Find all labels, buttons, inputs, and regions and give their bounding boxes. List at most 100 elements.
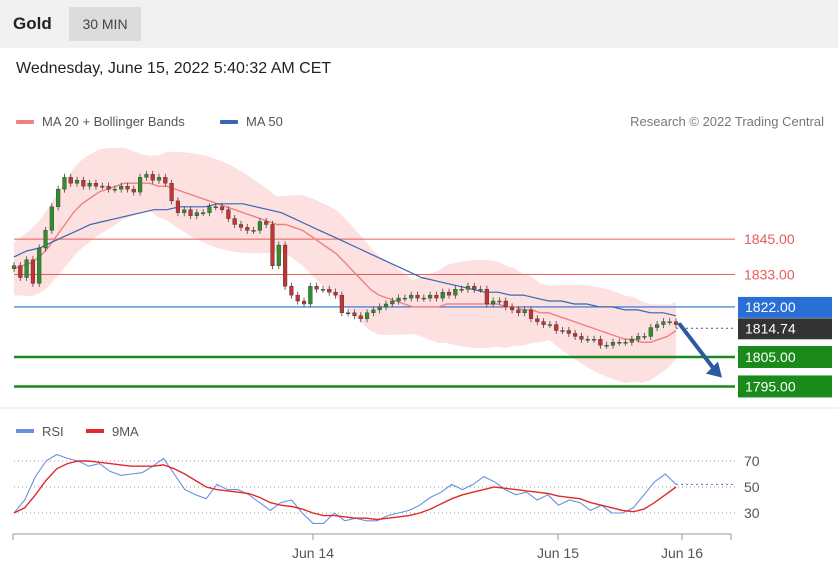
candle-body (301, 300, 307, 305)
candle-body (87, 183, 92, 187)
candle-body (276, 244, 281, 266)
forecast-arrow-shaft (678, 322, 718, 374)
candle-body (459, 289, 464, 291)
x-axis-label: Jun 14 (292, 545, 334, 561)
candle-body (43, 230, 48, 249)
rsi-line (13, 453, 677, 524)
candle-body (409, 294, 414, 299)
candle-body (188, 209, 193, 216)
candle-body (648, 327, 653, 337)
candle-body (390, 300, 395, 305)
candle-body (62, 177, 67, 190)
candle-body (522, 309, 527, 314)
candle-body (472, 286, 477, 290)
candle-body (371, 309, 376, 314)
candle-body (497, 300, 502, 303)
candle-body (421, 297, 426, 300)
candle-body (125, 185, 130, 190)
rsi-ma-line (13, 460, 677, 521)
candle-body (327, 289, 332, 293)
candle-body (295, 294, 300, 302)
candle-body (232, 218, 237, 225)
forecast-arrow-head (706, 361, 722, 378)
last-price-label: 1814.74 (745, 320, 796, 336)
candle-body (579, 336, 584, 340)
candle-body (219, 206, 225, 210)
candle-body (201, 212, 206, 214)
candle-body (49, 206, 54, 231)
bollinger-bands-area (14, 147, 676, 383)
resistance-label: 1833.00 (744, 267, 795, 283)
candle-body (566, 330, 571, 334)
legend-ma20: MA 20 + Bollinger Bands (16, 114, 185, 129)
candle-body (402, 297, 407, 300)
candle-body (604, 345, 609, 347)
rsi-ma-legend-swatch (86, 429, 104, 433)
chart-header: Gold 30 MIN (0, 0, 838, 48)
candle-body (364, 312, 370, 319)
candle-body (238, 224, 244, 228)
candle-body (81, 180, 86, 187)
x-axis-label: Jun 15 (537, 545, 579, 561)
candle-body (440, 291, 445, 299)
candle-body (655, 324, 660, 328)
candle-body (24, 259, 29, 278)
candle-body (74, 180, 80, 184)
support-label-box (738, 375, 832, 398)
candle-body (528, 309, 534, 319)
candle-body (207, 206, 212, 213)
candle-body (314, 286, 319, 290)
candle-body (591, 339, 597, 341)
candle-body (106, 185, 111, 190)
legend-ma20-label: MA 20 + Bollinger Bands (42, 114, 185, 129)
chart-credit: Research © 2022 Trading Central (630, 114, 824, 129)
candle-body (112, 188, 117, 191)
candle-body (264, 221, 269, 225)
candle-body (629, 339, 634, 343)
ma50-line (13, 203, 677, 317)
rsi-tick-label: 70 (744, 453, 760, 469)
candle-body (289, 286, 294, 296)
candle-body (434, 294, 439, 299)
candle-body (283, 244, 288, 287)
timeframe-button[interactable]: 30 MIN (69, 7, 141, 41)
candle-body (667, 321, 672, 323)
candle-body (352, 312, 357, 316)
candle-body (642, 336, 647, 338)
candle-body (156, 177, 162, 181)
candle-body (150, 174, 155, 181)
candle-body (182, 209, 187, 213)
candle-body (131, 188, 136, 193)
ma20-swatch (16, 119, 34, 124)
candle-body (37, 247, 42, 284)
candle-body (93, 183, 99, 187)
candle-body (396, 297, 401, 302)
candle-body (446, 291, 452, 296)
candle-body (144, 174, 149, 178)
candle-body (169, 183, 174, 202)
candle-body (11, 265, 17, 269)
support-label: 1805.00 (745, 349, 796, 365)
candle-body (226, 209, 231, 219)
ma20-line (13, 182, 677, 343)
candle-body (484, 289, 489, 305)
x-axis-label: Jun 16 (661, 545, 703, 561)
pivot-label-box (738, 296, 832, 318)
candle-body (270, 224, 275, 266)
candle-body (573, 333, 578, 337)
pivot-label: 1822.00 (745, 299, 796, 315)
candle-body (547, 324, 552, 326)
support-label-box (738, 345, 832, 368)
candle-body (346, 312, 351, 315)
chart-datetime: Wednesday, June 15, 2022 5:40:32 AM CET (16, 60, 332, 77)
candle-body (510, 306, 515, 311)
candle-body (358, 315, 363, 319)
candle-body (257, 221, 262, 231)
candle-body (560, 330, 565, 332)
candle-body (377, 306, 382, 311)
resistance-label: 1845.00 (744, 231, 795, 247)
candle-body (491, 300, 496, 305)
instrument-title: Gold (13, 14, 52, 33)
candle-body (478, 289, 483, 291)
